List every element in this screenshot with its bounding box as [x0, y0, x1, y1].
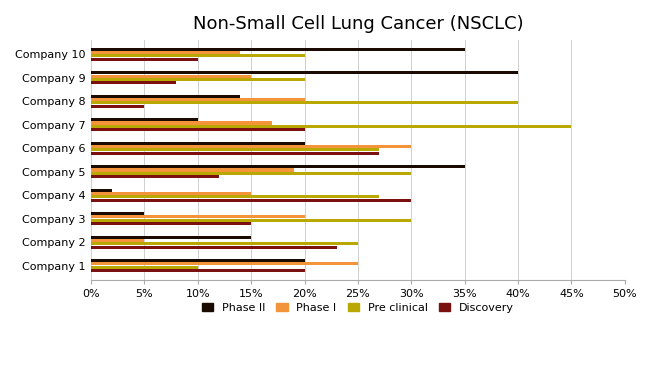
- Bar: [91, 74, 251, 78]
- Title: Non-Small Cell Lung Cancer (NSCLC): Non-Small Cell Lung Cancer (NSCLC): [192, 15, 523, 33]
- Bar: [91, 81, 177, 84]
- Bar: [91, 168, 294, 172]
- Bar: [91, 118, 198, 121]
- Bar: [91, 199, 411, 202]
- Bar: [91, 71, 518, 74]
- Bar: [91, 121, 273, 125]
- Bar: [91, 189, 112, 192]
- Bar: [91, 148, 379, 151]
- Bar: [91, 95, 241, 98]
- Bar: [91, 222, 251, 225]
- Bar: [91, 236, 251, 239]
- Bar: [91, 195, 379, 198]
- Bar: [91, 98, 304, 101]
- Bar: [91, 78, 304, 81]
- Bar: [91, 246, 336, 249]
- Bar: [91, 51, 241, 54]
- Bar: [91, 262, 358, 265]
- Bar: [91, 125, 571, 128]
- Bar: [91, 105, 145, 108]
- Bar: [91, 101, 518, 104]
- Bar: [91, 269, 304, 272]
- Bar: [91, 175, 219, 178]
- Bar: [91, 128, 304, 131]
- Bar: [91, 165, 465, 168]
- Bar: [91, 192, 251, 195]
- Bar: [91, 219, 411, 222]
- Bar: [91, 242, 358, 245]
- Bar: [91, 266, 198, 269]
- Bar: [91, 239, 145, 242]
- Bar: [91, 259, 304, 262]
- Bar: [91, 172, 411, 175]
- Legend: Phase II, Phase I, Pre clinical, Discovery: Phase II, Phase I, Pre clinical, Discove…: [198, 298, 518, 317]
- Bar: [91, 215, 304, 219]
- Bar: [91, 145, 411, 148]
- Bar: [91, 58, 198, 61]
- Bar: [91, 142, 304, 145]
- Bar: [91, 48, 465, 51]
- Bar: [91, 54, 304, 57]
- Bar: [91, 152, 379, 155]
- Bar: [91, 212, 145, 215]
